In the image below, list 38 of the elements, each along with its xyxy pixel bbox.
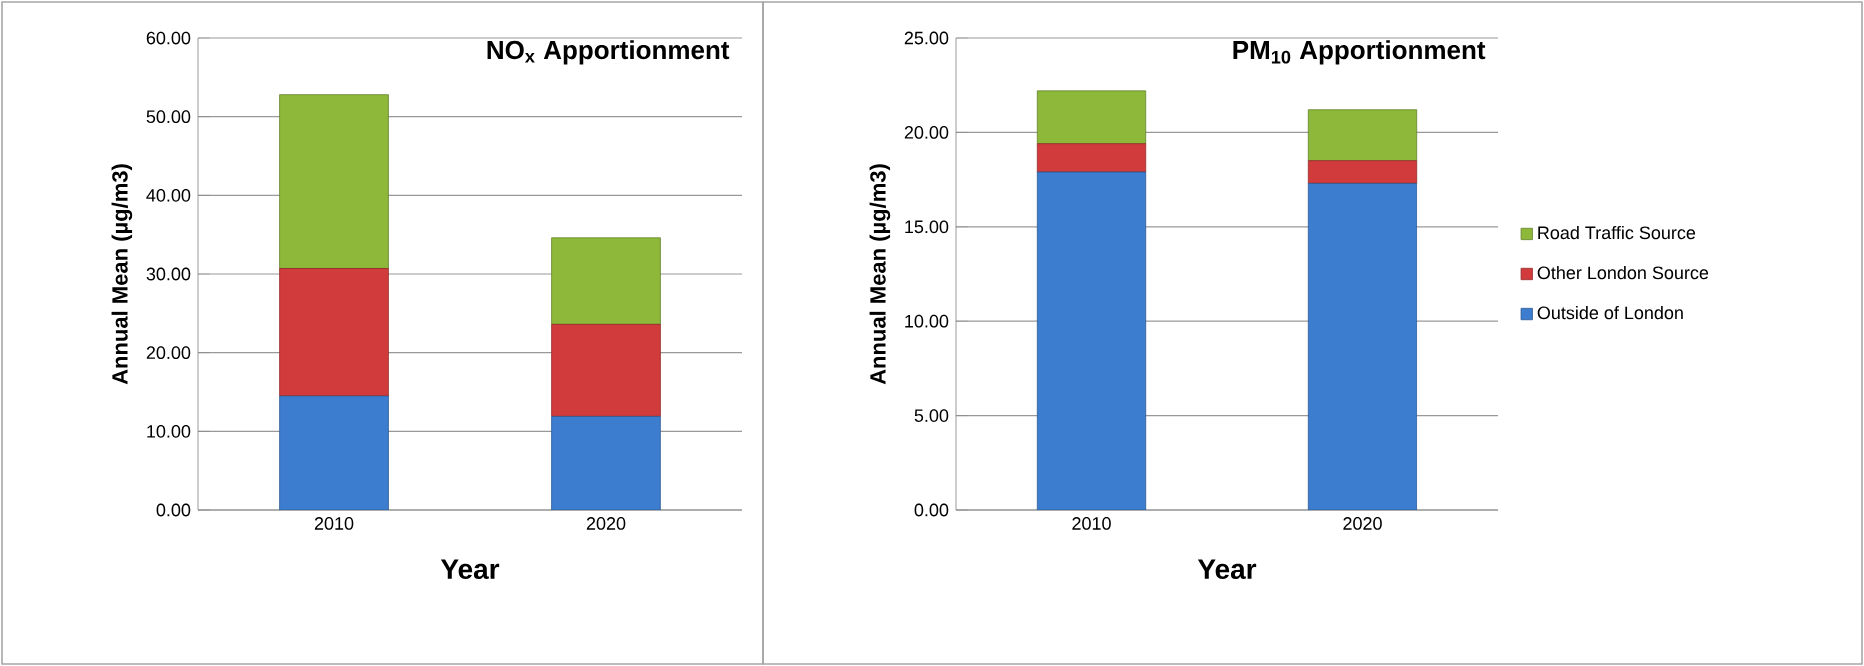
bar <box>551 415 661 510</box>
legend-label: Other London Source <box>1537 265 1709 280</box>
legend-label: Road Traffic Source <box>1538 225 1696 240</box>
x-axis-title: Year <box>1197 559 1257 580</box>
y-tick-label: 15.00 <box>905 220 949 234</box>
bar <box>279 94 389 269</box>
chart-title: NO$_{x}$ Apportionment <box>487 40 730 65</box>
bar <box>279 268 389 397</box>
bar <box>1036 171 1147 510</box>
y-tick-label: 60.00 <box>146 31 191 45</box>
y-tick-label: 0.00 <box>156 503 191 517</box>
y-tick-label: 25.00 <box>904 31 949 45</box>
bar <box>551 323 661 417</box>
y-axis-title: Annual Mean (µg/m3) <box>869 164 891 385</box>
y-tick-label: 30.00 <box>146 267 191 281</box>
x-axis-title: Year <box>440 559 500 580</box>
bar <box>1307 109 1418 162</box>
bar <box>1307 160 1418 184</box>
y-tick-label: 5.00 <box>914 409 949 422</box>
x-tick-label: 2010 <box>314 517 354 530</box>
y-tick-label: 0.00 <box>914 503 949 517</box>
y-tick-label: 10.00 <box>147 424 191 438</box>
bar <box>1307 182 1418 510</box>
x-tick-label: 2020 <box>586 517 626 530</box>
y-axis-title: Annual Mean (µg/m3) <box>111 164 133 385</box>
y-tick-label: 40.00 <box>146 188 191 202</box>
bar <box>1036 143 1147 173</box>
y-tick-label: 20.00 <box>146 346 191 360</box>
y-tick-label: 50.00 <box>146 110 191 124</box>
legend-label: Outside of London <box>1537 306 1683 320</box>
x-tick-label: 2010 <box>1072 517 1111 530</box>
x-tick-label: 2020 <box>1343 517 1382 530</box>
bar <box>279 395 389 510</box>
y-tick-label: 10.00 <box>905 314 949 328</box>
y-tick-label: 20.00 <box>904 126 949 139</box>
chart-title: PM$_{10}$ Apportionment <box>1233 40 1486 65</box>
bar <box>551 237 661 325</box>
bar <box>1036 90 1147 145</box>
